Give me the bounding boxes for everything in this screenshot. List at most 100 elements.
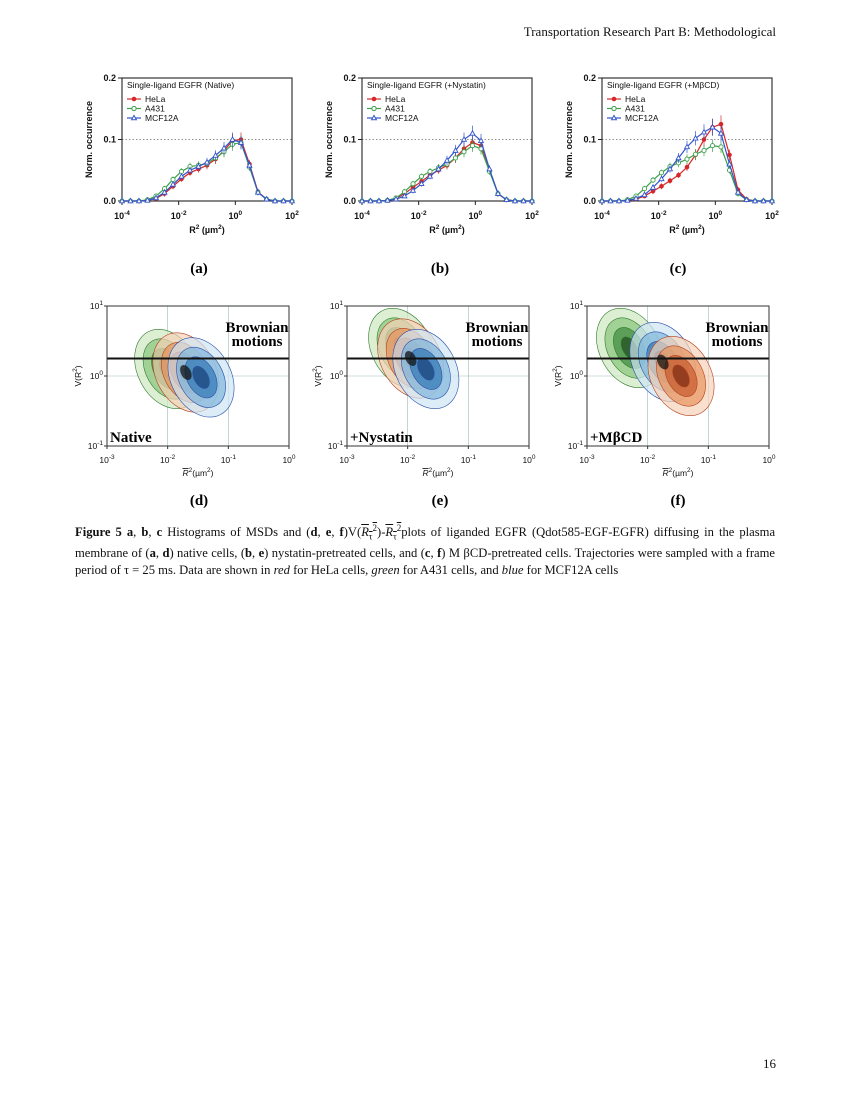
x-tick-label: 10-3 — [579, 454, 595, 465]
data-point — [254, 188, 262, 195]
data-point — [384, 196, 391, 203]
data-point — [271, 197, 279, 204]
caption-ref: a — [149, 546, 156, 561]
caption-label: Figure 5 — [75, 525, 122, 540]
caption-text: Histograms of MSDs and ( — [167, 525, 311, 540]
x-axis-label: R2 (µm2) — [189, 224, 224, 235]
x-tick-label: 100 — [522, 454, 535, 465]
data-point — [726, 160, 733, 167]
data-point — [718, 144, 724, 150]
series-line — [122, 138, 292, 202]
caption-ref: c — [424, 546, 431, 561]
data-point — [649, 183, 657, 190]
data-point — [152, 194, 160, 201]
data-point — [700, 128, 708, 135]
figure-caption: Figure 5 a, b, c Histograms of MSDs and … — [75, 523, 776, 577]
panel-label-d: (d) — [190, 493, 208, 509]
data-point — [401, 192, 408, 199]
legend-marker — [370, 114, 378, 121]
x-axis-label: R2 (µm2) — [669, 224, 704, 235]
x-tick-label: 100 — [229, 210, 243, 221]
contour-group — [134, 329, 235, 418]
panel-label-e: (e) — [432, 493, 449, 509]
data-point — [658, 170, 665, 176]
data-point — [486, 165, 493, 172]
y-tick-label: 101 — [570, 300, 583, 311]
y-tick-label: 0.2 — [583, 73, 596, 83]
data-point — [410, 181, 416, 187]
legend-label: MCF12A — [625, 113, 659, 123]
y-tick-label: 0.2 — [103, 73, 116, 83]
x-axis-label: R2(µm2) — [422, 467, 453, 478]
x-tick-label: 100 — [469, 210, 483, 221]
data-point — [477, 137, 485, 143]
data-point — [503, 196, 510, 203]
chart-title: Single-ligand EGFR (+Nystatin) — [367, 80, 486, 90]
histogram-panel-a: 0.0 0.1 0.2 10-4 10-2 100 102 R2 (µm2) Norm. occ… — [84, 73, 299, 235]
data-point — [692, 134, 699, 141]
y-tick-label: 0.0 — [103, 196, 116, 206]
data-point — [460, 135, 468, 142]
x-tick-label: 10-2 — [411, 210, 427, 221]
caption-ref: f — [339, 525, 344, 540]
y-axis-label: Norm. occurrence — [564, 101, 574, 178]
caption-ref: a — [126, 525, 134, 540]
panel-label-a: (a) — [190, 261, 208, 277]
legend-label: HeLa — [385, 94, 406, 104]
data-point — [418, 173, 425, 179]
y-axis-label: Norm. occurrence — [324, 101, 334, 178]
contour-panel-d: Brownian motions Native 101 100 10-1 10-3 10-2 1… — [72, 300, 296, 478]
legend-marker — [131, 105, 137, 112]
brownian-annotation: Brownian motions — [225, 320, 289, 350]
contour-hela — [647, 336, 715, 416]
x-tick-label: 10-3 — [339, 454, 355, 465]
data-point — [288, 197, 296, 204]
journal-header: Transportation Research Part B: Methodol… — [523, 24, 776, 39]
caption-green: green — [371, 562, 400, 577]
data-point — [443, 156, 451, 163]
x-tick-label: 10-4 — [114, 210, 130, 221]
data-point — [615, 197, 623, 204]
x-tick-label: 102 — [285, 210, 299, 221]
caption-ref: c — [156, 525, 163, 540]
data-point — [684, 164, 690, 170]
x-tick-label: 10-2 — [651, 210, 667, 221]
data-point — [751, 197, 759, 204]
contour-level — [672, 364, 690, 388]
data-point — [246, 161, 253, 168]
series-line — [122, 138, 292, 202]
data-point — [178, 172, 185, 179]
x-tick-label: 102 — [765, 210, 779, 221]
x-tick-label: 10-4 — [594, 210, 610, 221]
caption-text: )- — [377, 525, 386, 540]
y-tick-label: 10-1 — [88, 440, 104, 451]
y-tick-label: 100 — [90, 370, 103, 381]
series-mcf12a — [118, 132, 296, 204]
data-point — [118, 197, 126, 204]
histogram-panel-c: 0.0 0.1 0.2 10-4 10-2 100 102 R2 (µm2) Norm. occ… — [564, 73, 779, 235]
data-point — [511, 197, 519, 204]
page-number: 16 — [763, 1056, 776, 1071]
data-point — [367, 197, 374, 204]
series-mcf12a — [598, 118, 776, 204]
y-axis-label: Norm. occurrence — [84, 101, 94, 178]
condition-label: +MβCD — [590, 430, 642, 446]
data-point — [452, 155, 459, 161]
y-tick-label: 0.1 — [583, 135, 596, 145]
data-point — [186, 166, 194, 173]
legend-marker — [371, 105, 377, 112]
x-tick-label: 10-2 — [400, 454, 416, 465]
panel-label-c: (c) — [670, 261, 687, 277]
data-point — [127, 197, 134, 204]
caption-ref: f — [437, 546, 442, 561]
legend-label: HeLa — [145, 94, 166, 104]
caption-ref: d — [162, 546, 170, 561]
data-point — [195, 163, 202, 169]
caption-ref: e — [258, 546, 265, 561]
contour-group — [596, 308, 715, 416]
x-tick-label: 10-1 — [461, 454, 477, 465]
data-point — [659, 183, 664, 189]
legend-marker — [611, 96, 617, 102]
x-tick-label: 10-1 — [221, 454, 237, 465]
data-point — [676, 172, 681, 178]
